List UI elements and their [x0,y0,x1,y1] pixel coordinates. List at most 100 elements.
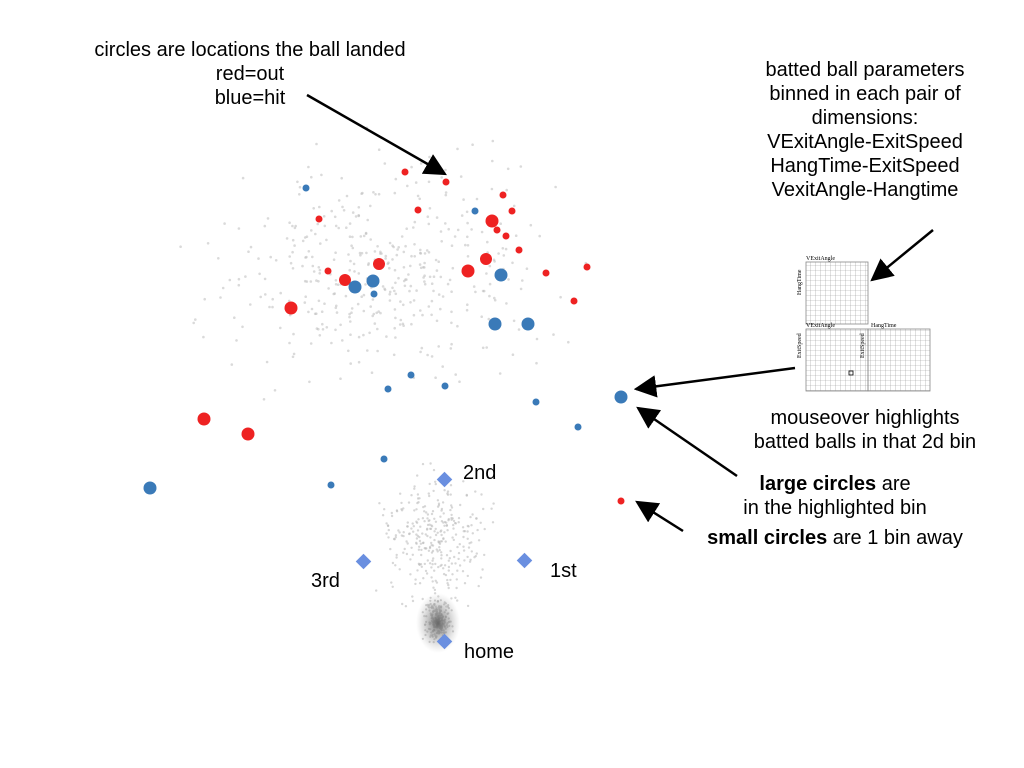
ball-hit-large[interactable] [348,280,362,294]
background-point [474,554,477,558]
ball-hit-small[interactable] [441,382,449,390]
background-point [237,283,241,287]
background-point [415,541,418,544]
background-point [342,209,346,212]
background-point [441,295,445,298]
background-point [483,527,486,531]
ball-hit-small[interactable] [327,481,335,489]
ball-out-small[interactable] [499,191,507,199]
background-point [480,493,483,496]
ball-out-small[interactable] [583,263,591,271]
mouseover-annotation: mouseover highlights batted balls in tha… [720,406,1010,454]
arrow-to-large-circle [636,406,738,478]
ball-hit-small[interactable] [302,184,310,192]
annotation-arrows [306,93,934,533]
background-point [465,210,469,214]
ball-out-large[interactable] [485,214,499,228]
grid-vexitangle-hangtime[interactable]: VExitAngle HangTime [797,256,869,325]
background-point [466,530,469,533]
ball-out-large[interactable] [197,412,211,426]
background-point [488,294,491,298]
ball-out-large[interactable] [339,274,351,286]
background-point [285,237,289,240]
background-point [450,518,453,521]
ball-hit-large[interactable] [614,390,628,404]
background-point [271,297,275,301]
background-point [410,322,413,326]
background-point [454,596,457,599]
ball-out-small[interactable] [570,297,578,305]
ball-out-small[interactable] [401,168,409,176]
background-point [447,519,450,522]
background-point [423,261,426,265]
ball-hit-small[interactable] [380,455,388,463]
background-point [418,535,421,539]
ball-hit-small[interactable] [574,423,582,431]
ball-out-large[interactable] [284,301,298,315]
background-point [430,355,434,358]
background-point [474,490,477,493]
background-point [506,167,510,171]
background-point [405,227,409,230]
background-point [317,266,321,269]
background-point [413,509,416,512]
background-point [356,302,360,306]
background-point [413,254,417,258]
ball-hit-large[interactable] [366,274,380,288]
ball-out-large[interactable] [373,258,385,270]
parameters-annotation: batted ball parameters binned in each pa… [730,58,1000,202]
background-point [402,531,405,534]
ball-hit-small[interactable] [471,207,479,215]
background-point [203,297,206,301]
ball-hit-large[interactable] [488,317,502,331]
background-point [444,222,447,225]
ball-out-small[interactable] [442,178,450,186]
background-point [394,536,397,539]
background-point [424,569,428,573]
background-point [429,527,432,530]
ball-hit-large[interactable] [521,317,535,331]
ball-out-small[interactable] [515,246,523,254]
background-point [279,291,283,295]
ball-out-small[interactable] [315,215,323,223]
ball-out-large[interactable] [241,427,255,441]
ball-out-small[interactable] [414,206,422,214]
ball-out-small[interactable] [324,267,332,275]
ball-out-large[interactable] [480,253,492,265]
grid-vexitangle-exitspeed[interactable]: VExitAngle ExitSpeed [797,323,869,392]
background-point [192,321,195,325]
ball-hit-small[interactable] [384,385,392,393]
ball-hit-small[interactable] [370,290,378,298]
background-point [427,251,431,254]
background-point [413,220,417,224]
background-point [447,559,450,562]
ball-hit-small[interactable] [407,371,415,379]
ball-out-small[interactable] [542,269,550,277]
grid-top-title: VExitAngle [806,256,835,262]
ball-out-small[interactable] [502,232,510,240]
ball-out-small[interactable] [493,226,501,234]
mouseover-annotation-line: batted balls in that 2d bin [753,431,977,453]
ball-hit-small[interactable] [532,398,540,406]
background-point [221,286,225,290]
background-point [402,551,405,554]
background-point [310,307,314,311]
ball-out-large[interactable] [461,264,475,278]
background-point [383,162,387,165]
background-point [349,333,352,337]
ball-hit-large[interactable] [494,268,508,282]
background-point [435,319,439,323]
background-point [268,305,271,309]
background-point [445,554,449,557]
background-point [446,582,449,585]
background-point [428,207,432,210]
ball-hit-large[interactable] [143,481,157,495]
ball-out-small[interactable] [617,497,625,505]
background-point [336,283,340,287]
background-point [334,306,338,310]
ball-out-small[interactable] [508,207,516,215]
background-point [498,372,502,375]
background-point [475,197,479,201]
grid-hangtime-exitspeed[interactable]: HangTime ExitSpeed [860,323,931,392]
background-point [480,315,484,319]
